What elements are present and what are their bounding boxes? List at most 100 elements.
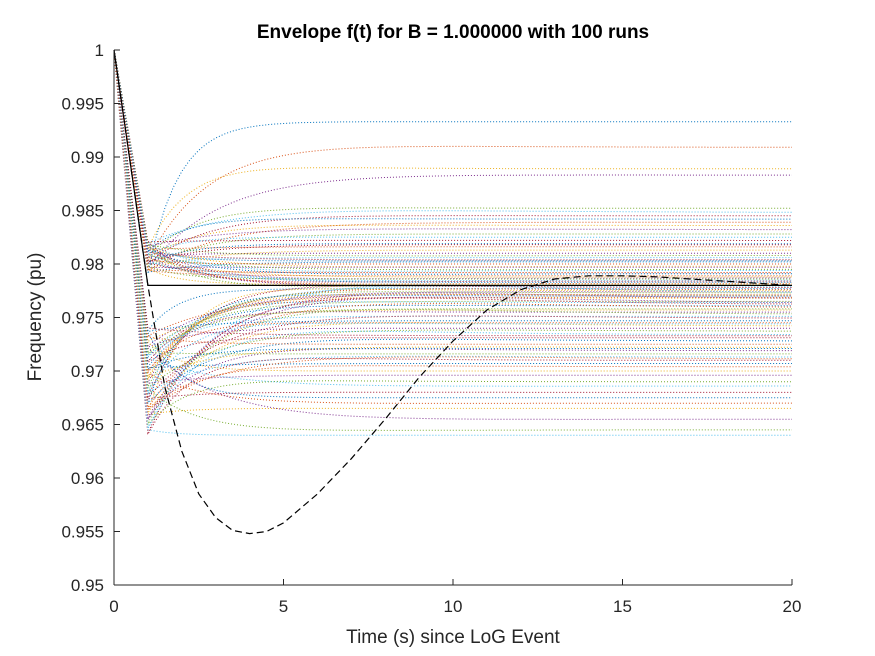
- run-line: [113, 49, 792, 262]
- run-line: [113, 49, 792, 282]
- run-line: [113, 49, 792, 258]
- run-line: [113, 49, 792, 255]
- y-tick-label: 0.98: [71, 255, 104, 274]
- run-line: [113, 49, 792, 263]
- run-line: [113, 49, 792, 384]
- run-line: [113, 49, 793, 435]
- run-line: [113, 49, 792, 250]
- run-line: [113, 49, 792, 280]
- run-line: [113, 49, 792, 355]
- run-line: [113, 49, 792, 395]
- run-line: [113, 49, 792, 364]
- run-line: [113, 49, 792, 263]
- run-line: [113, 49, 792, 373]
- nominal-response-dashed-line: [113, 49, 793, 535]
- run-line: [113, 49, 792, 265]
- run-line: [113, 49, 792, 283]
- run-line: [113, 49, 792, 270]
- run-line: [113, 49, 793, 272]
- run-line: [113, 49, 792, 277]
- run-line: [113, 49, 792, 389]
- y-tick-label: 0.955: [61, 523, 104, 542]
- run-line: [113, 49, 792, 372]
- run-line: [113, 49, 792, 332]
- x-axis-label: Time (s) since LoG Event: [346, 627, 560, 648]
- run-line: [113, 49, 792, 403]
- run-line: [113, 49, 792, 272]
- run-line: [113, 49, 792, 431]
- run-line: [113, 49, 793, 422]
- run-line: [113, 49, 792, 333]
- run-line: [113, 49, 792, 250]
- run-line: [113, 49, 792, 262]
- run-line: [113, 49, 792, 400]
- run-line: [113, 49, 792, 381]
- y-tick-label: 0.95: [71, 576, 104, 595]
- run-line: [113, 49, 792, 436]
- run-line: [113, 49, 792, 260]
- y-tick-label: 1: [95, 41, 104, 60]
- run-line: [113, 49, 792, 268]
- y-tick-label: 0.965: [61, 416, 104, 435]
- run-line: [113, 49, 792, 348]
- y-tick-label: 0.99: [71, 148, 104, 167]
- run-line: [113, 49, 792, 379]
- run-line: [113, 49, 793, 420]
- chart-title: Envelope f(t) for B = 1.000000 with 100 …: [257, 22, 649, 43]
- run-line: [113, 49, 792, 353]
- run-line: [113, 49, 792, 265]
- run-line: [113, 49, 792, 415]
- run-line: [113, 49, 792, 283]
- run-line: [113, 49, 792, 269]
- run-line: [113, 49, 792, 425]
- run-line: [113, 49, 792, 389]
- x-tick-label: 20: [783, 597, 802, 616]
- run-line: [113, 49, 792, 413]
- run-line: [113, 49, 792, 396]
- y-tick-label: 0.985: [61, 202, 104, 221]
- run-line: [113, 49, 792, 395]
- y-tick-label: 0.96: [71, 469, 104, 488]
- run-line: [113, 49, 792, 399]
- run-line: [113, 49, 792, 278]
- x-tick-label: 5: [279, 597, 288, 616]
- y-axis-label: Frequency (pu): [25, 253, 46, 382]
- run-line: [113, 49, 792, 266]
- run-line: [113, 49, 792, 426]
- run-line: [113, 49, 792, 405]
- run-line: [113, 49, 792, 374]
- run-line: [113, 49, 792, 436]
- run-line: [113, 49, 792, 399]
- run-line: [113, 49, 792, 257]
- run-line: [113, 49, 792, 274]
- run-line: [113, 49, 792, 261]
- run-line: [113, 49, 792, 285]
- run-line: [113, 49, 792, 369]
- y-tick-label: 0.97: [71, 362, 104, 381]
- run-line: [113, 49, 792, 431]
- run-line: [113, 49, 792, 243]
- run-line: [113, 49, 792, 363]
- y-tick-label: 0.975: [61, 309, 104, 328]
- run-line: [113, 49, 792, 343]
- run-line: [113, 49, 792, 379]
- run-line: [113, 49, 792, 355]
- run-line: [113, 49, 792, 410]
- run-line: [113, 49, 792, 420]
- run-line: [113, 49, 792, 257]
- run-line: [113, 49, 792, 252]
- run-line: [113, 49, 792, 337]
- run-line: [113, 49, 792, 347]
- run-line: [113, 49, 792, 273]
- run-line: [113, 49, 792, 370]
- run-line: [113, 49, 792, 345]
- x-tick-label: 10: [444, 597, 463, 616]
- run-line: [113, 49, 792, 270]
- x-tick-label: 15: [613, 597, 632, 616]
- run-line: [113, 49, 792, 387]
- run-line: [113, 49, 792, 384]
- run-line: [113, 49, 792, 248]
- x-tick-label: 0: [109, 597, 118, 616]
